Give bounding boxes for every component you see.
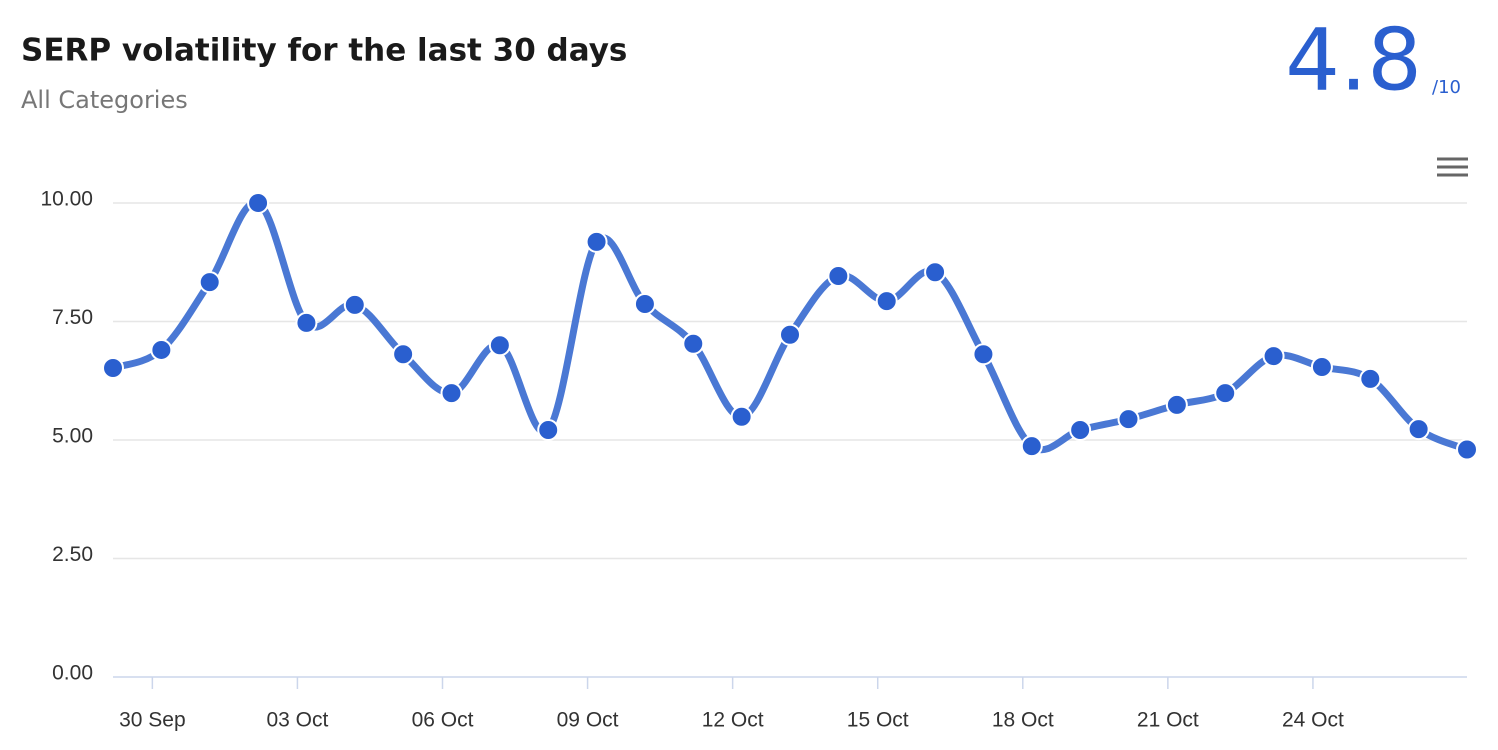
y-tick-label: 10.00 [40,188,93,211]
x-tick-label: 06 Oct [412,709,474,732]
marker [875,290,898,313]
marker [1262,345,1285,368]
marker [1117,408,1140,431]
marker [1069,419,1092,442]
marker [198,271,221,294]
marker [1359,367,1382,390]
x-tick-label: 30 Sep [119,709,186,732]
score-max: /10 [1432,77,1461,98]
marker [827,264,850,287]
marker [1214,382,1237,405]
marker [537,419,560,442]
x-tick-label: 15 Oct [847,709,909,732]
marker [1407,418,1430,441]
menu-icon[interactable] [1437,157,1468,177]
marker [1165,393,1188,416]
marker [150,338,173,361]
marker [682,332,705,355]
marker [972,343,995,366]
marker [779,323,801,346]
marker [392,343,415,366]
marker [1310,356,1333,379]
score: 4.8 [1285,10,1422,110]
x-tick-label: 09 Oct [557,709,619,732]
marker [730,405,753,428]
marker [343,293,366,316]
marker [247,192,270,214]
x-tick-label: 12 Oct [702,709,764,732]
x-tick-label: 21 Oct [1137,709,1199,732]
marker [924,261,947,284]
y-tick-label: 5.00 [52,425,93,448]
marker [585,230,608,253]
chart-title: SERP volatility for the last 30 days [21,33,627,69]
marker [1020,435,1043,458]
x-tick-label: 03 Oct [266,709,328,732]
y-tick-label: 0.00 [52,662,93,685]
marker [440,382,463,405]
x-tick-label: 24 Oct [1282,709,1344,732]
marker [102,356,124,379]
marker [295,311,318,334]
marker [488,334,511,357]
x-tick-label: 18 Oct [992,709,1054,732]
y-tick-label: 7.50 [52,306,93,329]
marker [1456,438,1478,461]
y-tick-label: 2.50 [52,543,93,566]
chart-subtitle: All Categories [21,86,188,114]
marker [633,292,656,315]
